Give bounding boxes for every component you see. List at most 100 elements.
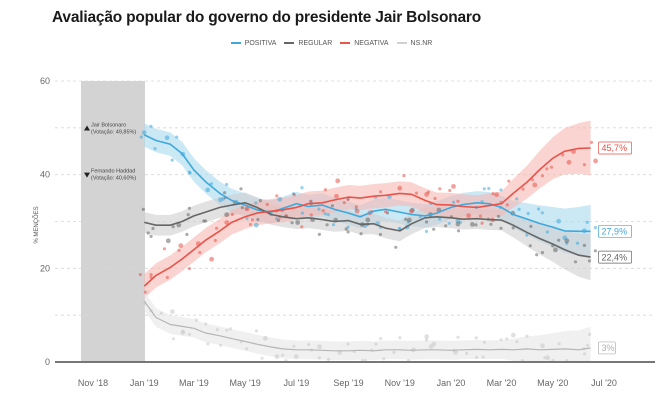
chart-title: Avaliação popular do governo do presiden… xyxy=(52,9,482,26)
data-point-negativa xyxy=(209,256,215,262)
data-point-negativa xyxy=(346,197,350,202)
x-tick-label: Mar '19 xyxy=(179,378,209,388)
data-point-negativa xyxy=(466,213,471,219)
data-point-negativa xyxy=(354,208,360,214)
x-tick-label: Sep '19 xyxy=(333,378,363,388)
data-point-regular xyxy=(258,199,262,203)
data-point-regular xyxy=(378,232,383,237)
data-point-nsnr xyxy=(431,341,437,347)
data-point-positiva xyxy=(545,230,550,234)
data-point-regular xyxy=(553,247,558,253)
data-point-nsnr xyxy=(317,344,322,350)
data-point-negativa xyxy=(178,243,184,249)
data-point-negativa xyxy=(149,273,153,277)
data-point-regular xyxy=(224,212,230,218)
data-point-negativa xyxy=(354,205,358,209)
data-point-nsnr xyxy=(159,311,163,315)
data-point-regular xyxy=(325,223,329,227)
data-point-regular xyxy=(365,217,371,223)
data-point-nsnr xyxy=(260,356,264,360)
data-point-regular xyxy=(474,223,478,227)
data-point-positiva xyxy=(326,213,330,217)
data-point-nsnr xyxy=(307,342,311,347)
data-point-negativa xyxy=(309,199,313,203)
data-point-positiva xyxy=(525,233,529,237)
data-point-positiva xyxy=(482,187,486,191)
data-point-negativa xyxy=(198,251,202,255)
data-point-nsnr xyxy=(379,337,383,341)
data-point-nsnr xyxy=(525,334,529,338)
data-point-negativa xyxy=(521,187,525,191)
data-point-negativa xyxy=(397,185,403,191)
legend-swatch-nsnr xyxy=(396,42,407,45)
end-label-text: 45,7% xyxy=(602,143,628,153)
data-point-nsnr xyxy=(499,338,503,342)
data-point-negativa xyxy=(478,214,483,218)
data-point-positiva xyxy=(398,226,402,231)
legend-label-negativa: NEGATIVA xyxy=(354,40,389,47)
data-point-nsnr xyxy=(219,343,223,347)
data-point-positiva xyxy=(254,201,258,205)
data-point-negativa xyxy=(138,273,142,277)
data-point-regular xyxy=(151,226,155,231)
data-point-nsnr xyxy=(145,290,149,294)
data-point-regular xyxy=(185,232,189,237)
data-point-negativa xyxy=(433,196,437,201)
data-point-positiva xyxy=(526,211,530,216)
x-tick-label: Mar '20 xyxy=(487,378,517,388)
data-point-nsnr xyxy=(382,357,386,361)
data-point-regular xyxy=(394,245,398,249)
data-point-negativa xyxy=(532,182,538,188)
data-point-positiva xyxy=(447,221,451,225)
legend-swatch-positiva xyxy=(230,42,241,45)
data-point-nsnr xyxy=(582,352,587,356)
series-line-positiva xyxy=(143,134,591,233)
data-point-regular xyxy=(203,219,208,223)
data-point-regular xyxy=(444,224,448,228)
end-label-regular: 22,4% xyxy=(598,250,632,264)
data-point-regular xyxy=(456,229,461,233)
data-point-regular xyxy=(593,249,598,253)
data-point-nsnr xyxy=(317,356,321,360)
legend-item-regular: REGULAR xyxy=(284,40,332,47)
legend-item-nsnr: NS.NR xyxy=(396,40,432,47)
data-point-nsnr xyxy=(374,342,378,346)
data-point-regular xyxy=(432,227,436,231)
data-point-positiva xyxy=(499,188,503,192)
data-point-negativa xyxy=(250,218,254,222)
data-point-negativa xyxy=(402,174,406,178)
data-point-negativa xyxy=(177,248,181,252)
end-label-box xyxy=(598,250,632,264)
data-point-positiva xyxy=(149,124,153,128)
data-point-nsnr xyxy=(254,329,259,333)
data-point-positiva xyxy=(164,135,170,141)
data-point-nsnr xyxy=(225,328,229,332)
data-point-regular xyxy=(489,222,493,226)
data-point-nsnr xyxy=(540,343,545,349)
legend-label-regular: REGULAR xyxy=(298,40,333,47)
data-point-nsnr xyxy=(588,332,592,336)
data-point-nsnr xyxy=(456,335,460,339)
data-point-positiva xyxy=(153,147,157,151)
data-point-nsnr xyxy=(215,328,219,332)
data-point-nsnr xyxy=(281,353,285,357)
data-point-positiva xyxy=(575,241,580,245)
data-point-negativa xyxy=(292,193,296,197)
x-tick-label: Nov '18 xyxy=(78,378,108,388)
data-point-nsnr xyxy=(228,327,233,331)
data-point-negativa xyxy=(334,193,339,199)
data-point-regular xyxy=(535,253,539,257)
data-point-nsnr xyxy=(170,309,175,315)
annotation-vote: (Votação: 49,85%) xyxy=(91,130,136,136)
end-label-negativa: 45,7% xyxy=(598,141,632,155)
data-point-positiva xyxy=(170,158,174,162)
data-point-nsnr xyxy=(424,338,429,342)
data-point-nsnr xyxy=(481,355,485,359)
data-point-nsnr xyxy=(263,335,268,341)
data-point-negativa xyxy=(494,192,499,198)
data-point-positiva xyxy=(593,226,598,230)
data-point-negativa xyxy=(451,184,456,189)
x-tick-label: Jul '19 xyxy=(284,378,310,388)
annotation-name: Fernando Haddad xyxy=(91,169,135,175)
data-point-regular xyxy=(239,187,243,191)
